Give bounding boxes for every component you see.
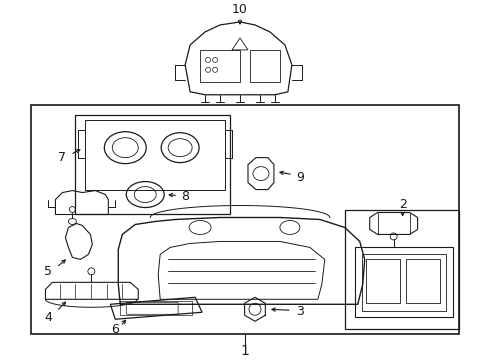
Bar [344, 210, 459, 329]
Bar [249, 50, 279, 82]
Text: 2: 2 [398, 198, 406, 211]
Text: 10: 10 [232, 4, 247, 17]
Bar [30, 105, 459, 334]
Bar [361, 255, 445, 311]
Text: 6: 6 [111, 323, 119, 336]
Text: 4: 4 [44, 311, 52, 324]
Bar [85, 120, 224, 190]
Bar [405, 260, 439, 303]
Text: 1: 1 [240, 344, 249, 358]
Text: 5: 5 [44, 265, 52, 278]
Bar [365, 260, 399, 303]
Text: 9: 9 [295, 171, 303, 184]
Text: 7: 7 [58, 151, 66, 164]
Bar [354, 247, 451, 317]
Bar [200, 50, 240, 82]
Text: 8: 8 [181, 190, 189, 203]
Text: 3: 3 [295, 305, 303, 318]
Bar [120, 301, 192, 315]
Bar [75, 115, 229, 215]
